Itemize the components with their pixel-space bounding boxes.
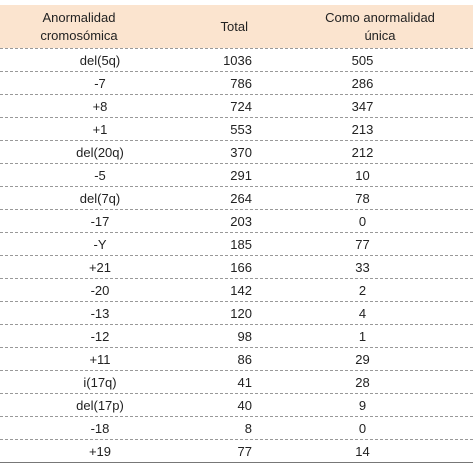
table-row: +21 166 33 [0,255,473,278]
table-row: +19 77 14 [0,439,473,463]
table-row: +1 553 213 [0,117,473,140]
table-row: del(20q) 370 212 [0,140,473,163]
header-text: Como anormalidad única [325,9,435,43]
table-cell: 203 [230,213,252,229]
table-cell: -7 [94,75,106,91]
table-cell: 98 [237,328,252,344]
table-cell: +19 [88,443,112,459]
table-cell: 4 [358,305,367,321]
table-row: -17 203 0 [0,209,473,232]
table-cell: 0 [358,420,367,436]
table-row: -13 120 4 [0,301,473,324]
table-cell: 185 [230,236,252,252]
table-row: -Y 185 77 [0,232,473,255]
header-cell: Como anormalidad única [248,9,473,45]
table-cell: 264 [230,190,252,206]
table-cell: 28 [355,374,370,390]
table-cell: 786 [230,75,252,91]
table-cell: +21 [88,259,112,275]
table-cell: 1036 [223,52,252,68]
table-cell: 286 [351,75,374,91]
table-cell: 86 [237,351,252,367]
table-row: -12 98 1 [0,324,473,347]
table-cell: 213 [351,121,374,137]
table-cell: 553 [230,121,252,137]
table-cell: 77 [355,236,370,252]
table-row: del(17p) 40 9 [0,393,473,416]
table-cell: 29 [355,351,370,367]
table-cell: 9 [358,397,367,413]
table-cell: 2 [358,282,367,298]
table-cell: del(7q) [79,190,121,206]
header-text: Anormalidad cromosómica [40,9,118,43]
table-cell: 142 [230,282,252,298]
table-row: del(7q) 264 78 [0,186,473,209]
table-cell: 291 [230,167,252,183]
table-cell: +8 [92,98,108,114]
table-cell: 40 [237,397,252,413]
table-row: +11 86 29 [0,347,473,370]
table-cell: 77 [237,443,252,459]
table-cell: -17 [90,213,110,229]
table-cell: 505 [351,52,374,68]
table-cell: 78 [355,190,370,206]
table-cell: 166 [230,259,252,275]
table-cell: -5 [94,167,106,183]
table-cell: 724 [230,98,252,114]
table-cell: -Y [93,236,107,252]
table-cell: 41 [237,374,252,390]
table-cell: 1 [358,328,367,344]
table-cell: 8 [244,420,252,436]
table-cell: del(17p) [76,397,124,413]
header-cell: Total [220,19,248,34]
table-cell: -12 [90,328,110,344]
header-cell: Anormalidad cromosómica [0,9,200,45]
table-cell: 347 [351,98,374,114]
table-row: del(5q) 1036 505 [0,48,473,71]
table-cell: 10 [355,167,370,183]
table-cell: 14 [355,443,370,459]
table-cell: -13 [90,305,110,321]
table-row: -7 786 286 [0,71,473,94]
table-cell: 0 [358,213,367,229]
table-cell: -20 [90,282,110,298]
table-cell: 370 [230,144,252,160]
table-row: i(17q) 41 28 [0,370,473,393]
table-row: +8 724 347 [0,94,473,117]
table-cell: del(5q) [79,52,121,68]
table-cell: 33 [355,259,370,275]
table-row: -18 8 0 [0,416,473,439]
table-row: -20 142 2 [0,278,473,301]
table-header: Anormalidad cromosómica Total Como anorm… [0,5,473,48]
table-cell: 120 [230,305,252,321]
table-body: del(5q) 1036 505 -7 786 286 +8 724 347 +1 553 213 de… [0,48,473,463]
table-cell: 212 [351,144,374,160]
table-cell: del(20q) [76,144,124,160]
table: Anormalidad cromosómica Total Como anorm… [0,5,473,463]
table-cell: +11 [89,351,111,367]
table-cell: +1 [92,121,108,137]
table-cell: i(17q) [83,374,117,390]
table-row: -5 291 10 [0,163,473,186]
table-cell: -18 [90,420,110,436]
